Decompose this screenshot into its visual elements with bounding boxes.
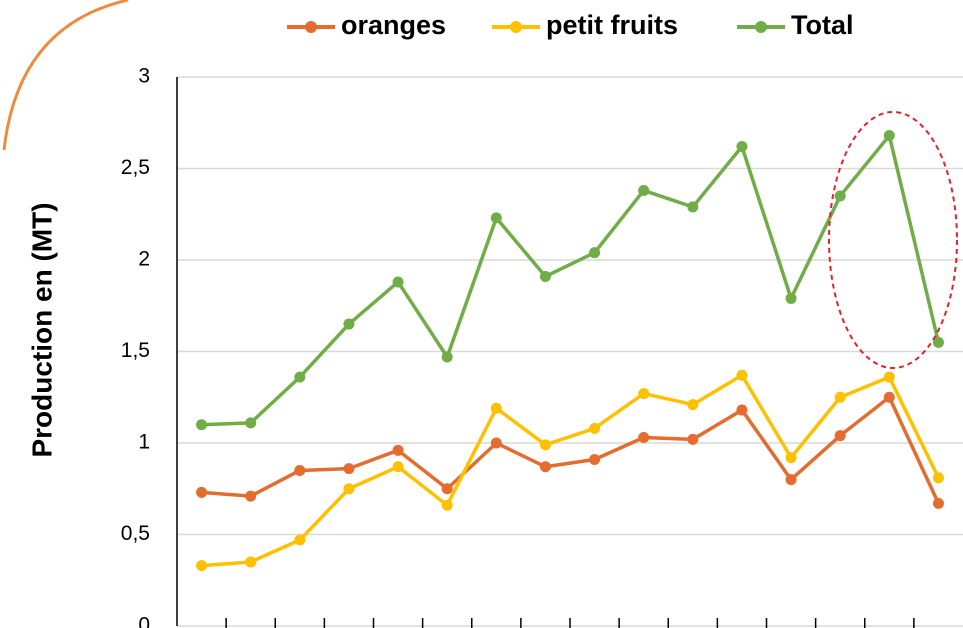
data-point [343, 463, 355, 475]
legend-label: petit fruits [546, 10, 678, 40]
highlight-ellipse [828, 111, 958, 369]
data-point [785, 452, 797, 464]
data-point [245, 490, 257, 502]
data-point [490, 437, 502, 449]
y-tick-label: 3 [138, 65, 150, 88]
data-point [834, 391, 846, 403]
legend-marker [305, 21, 317, 33]
data-point [539, 439, 551, 451]
data-point [638, 184, 650, 196]
data-point [932, 497, 944, 509]
data-point [932, 336, 944, 348]
data-point [441, 499, 453, 511]
data-point [294, 534, 306, 546]
series-line [201, 133, 941, 427]
y-tick-label: 2 [138, 248, 150, 271]
decor-arc [2, 0, 129, 151]
data-point [638, 432, 650, 444]
data-point [196, 419, 208, 431]
data-point [589, 422, 601, 434]
data-point [539, 270, 551, 282]
data-point [245, 556, 257, 568]
series-line [201, 395, 941, 505]
data-point [687, 433, 699, 445]
data-point [392, 276, 404, 288]
data-point [245, 417, 257, 429]
y-tick-label: 2,5 [121, 156, 150, 179]
data-point [343, 318, 355, 330]
data-point [736, 369, 748, 381]
data-point [343, 483, 355, 495]
data-point [932, 472, 944, 484]
data-point [736, 404, 748, 416]
data-point [392, 444, 404, 456]
data-point [196, 486, 208, 498]
legend-marker [755, 21, 767, 33]
data-point [834, 190, 846, 202]
data-point [294, 464, 306, 476]
data-point [736, 141, 748, 153]
data-point [392, 461, 404, 473]
data-point [589, 453, 601, 465]
y-tick-label: 1 [138, 431, 150, 454]
data-point [785, 292, 797, 304]
data-point [441, 351, 453, 363]
data-point [687, 399, 699, 411]
data-point [490, 402, 502, 414]
data-point [638, 388, 650, 400]
data-point [490, 212, 502, 224]
data-point [539, 461, 551, 473]
data-point [883, 371, 895, 383]
legend-label: Total [791, 10, 854, 40]
y-tick-label: 0,5 [121, 522, 150, 545]
data-point [589, 247, 601, 259]
data-point [883, 130, 895, 142]
data-point [441, 483, 453, 495]
data-point [294, 371, 306, 383]
y-tick-label: 1,5 [121, 339, 150, 362]
data-point [834, 430, 846, 442]
y-axis-title: Production en (MT) [26, 202, 57, 457]
data-point [687, 201, 699, 213]
legend-marker [510, 21, 522, 33]
y-tick-label: 0 [138, 614, 150, 628]
data-point [196, 560, 208, 572]
legend-label: oranges [341, 10, 446, 40]
data-point [785, 474, 797, 486]
data-point [883, 391, 895, 403]
series-line [201, 373, 941, 568]
